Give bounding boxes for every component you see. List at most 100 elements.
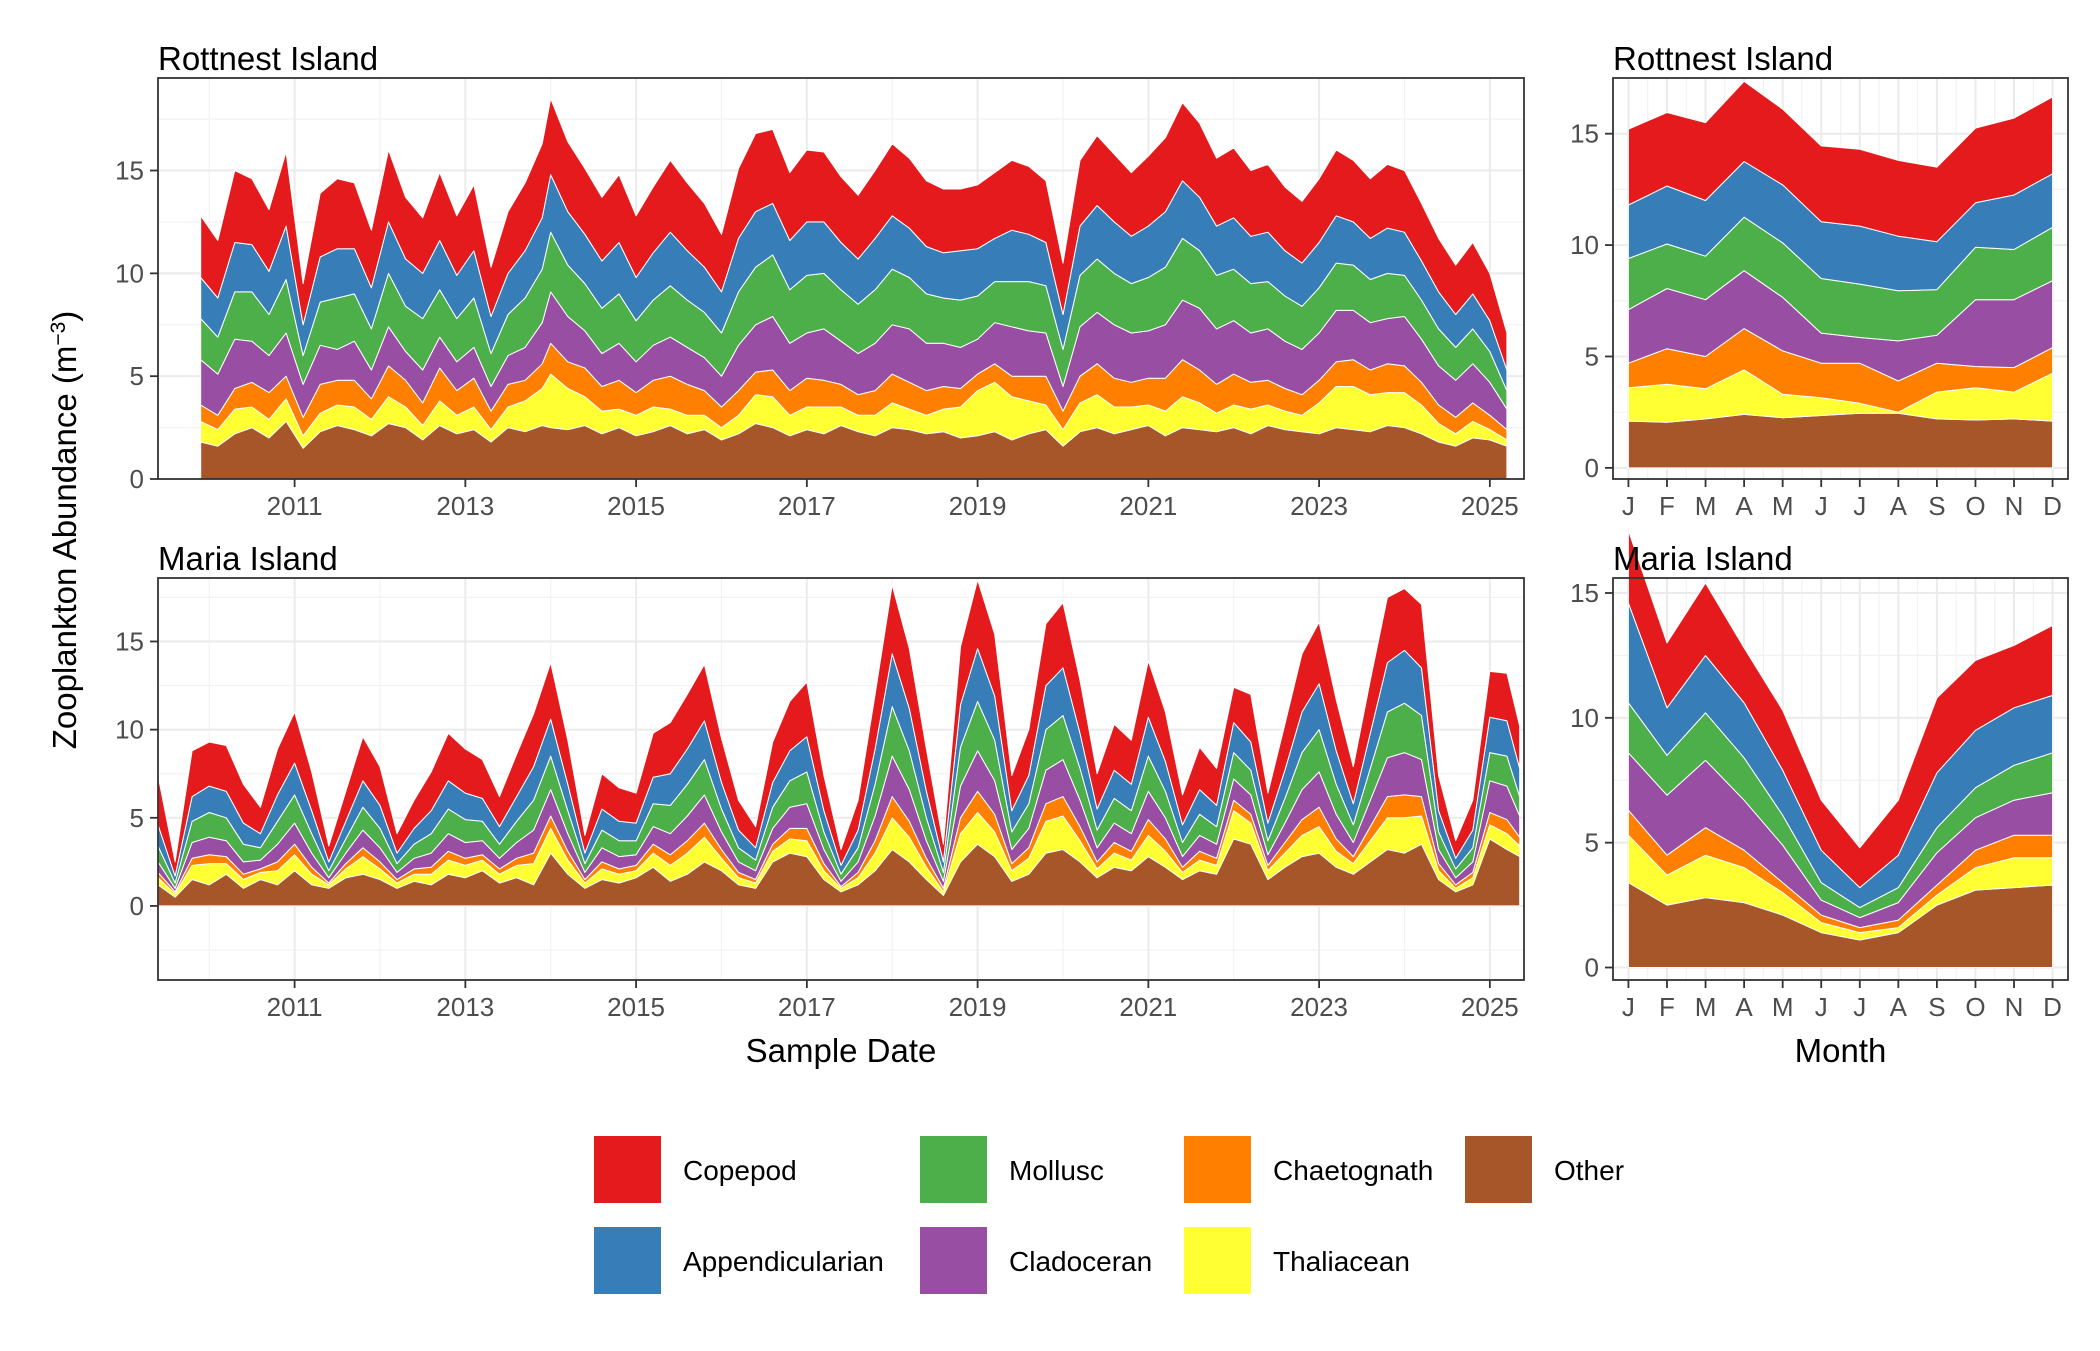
x-tick-label: 2021 <box>1119 491 1177 521</box>
x-tick-label: N <box>2005 491 2024 521</box>
y-tick-label: 5 <box>1585 828 1599 858</box>
area-copepod <box>1627 80 2054 243</box>
x-tick-label: O <box>1965 992 1985 1022</box>
legend-label: Appendicularian <box>683 1246 884 1277</box>
area-copepod <box>1627 530 2054 889</box>
x-tick-label: M <box>1772 491 1794 521</box>
x-tick-label: J <box>1622 491 1635 521</box>
y-axis-title-sup: −3 <box>47 322 70 346</box>
x-tick-label: J <box>1815 992 1828 1022</box>
panel-rottnest-timeseries: 0 5 10 15 2011 2013 2015 2017 2019 2021 2023 2025 Ro… <box>115 40 1525 521</box>
x-tick-label: 2011 <box>267 992 323 1022</box>
x-tick-label: 2013 <box>436 992 494 1022</box>
legend-label: Cladoceran <box>1009 1246 1152 1277</box>
legend-item-chaetognath: Chaetognath <box>1184 1136 1433 1203</box>
y-tick-label: 5 <box>1585 341 1599 371</box>
legend-swatch <box>594 1136 661 1203</box>
x-tick-label: 2013 <box>436 491 494 521</box>
x-tick-label: J <box>1853 992 1866 1022</box>
x-tick-label: 2023 <box>1290 491 1348 521</box>
panel-title: Rottnest Island <box>1613 40 1833 77</box>
y-tick-label: 15 <box>115 626 144 656</box>
x-tick-label: D <box>2043 992 2062 1022</box>
legend-item-mollusc: Mollusc <box>920 1136 1104 1203</box>
y-tick-label: 0 <box>1585 453 1599 483</box>
x-tick-label: 2019 <box>949 491 1007 521</box>
x-tick-label: M <box>1772 992 1794 1022</box>
legend-label: Chaetognath <box>1273 1155 1433 1186</box>
y-axis-title-close: ) <box>46 311 83 322</box>
y-tick-label: 0 <box>130 891 144 921</box>
legend-swatch <box>920 1227 987 1294</box>
legend-label: Copepod <box>683 1155 797 1186</box>
y-tick-label: 5 <box>130 803 144 833</box>
panel-title: Rottnest Island <box>158 40 378 77</box>
y-tick-label: 0 <box>1585 953 1599 983</box>
legend-swatch <box>920 1136 987 1203</box>
x-tick-label: 2019 <box>949 992 1007 1022</box>
panel-title: Maria Island <box>158 540 338 577</box>
legend-item-copepod: Copepod <box>594 1136 797 1203</box>
legend-swatch <box>1184 1227 1251 1294</box>
legend-label: Other <box>1554 1155 1624 1186</box>
area-other <box>1627 412 2054 469</box>
y-tick-label: 10 <box>115 258 144 288</box>
x-axis-title: Month <box>1795 1032 1887 1069</box>
x-tick-label: M <box>1695 491 1717 521</box>
x-tick-label: A <box>1890 491 1908 521</box>
y-tick-label: 10 <box>1570 703 1599 733</box>
x-tick-label: A <box>1735 992 1753 1022</box>
y-axis-title: Zooplankton Abundance (m−3) <box>46 311 83 750</box>
x-tick-label: 2025 <box>1461 491 1519 521</box>
x-tick-label: N <box>2005 992 2024 1022</box>
legend-item-other: Other <box>1465 1136 1624 1203</box>
x-tick-label: M <box>1695 992 1717 1022</box>
panel-border <box>1612 77 2069 480</box>
x-tick-label: 2023 <box>1290 992 1348 1022</box>
y-tick-label: 15 <box>1570 578 1599 608</box>
y-tick-label: 15 <box>1570 119 1599 149</box>
legend: Copepod Appendicularian Mollusc Cladoceran C… <box>594 1136 1624 1294</box>
area-copepod <box>200 98 1508 371</box>
panel-border <box>1612 577 2069 981</box>
stacked-areas <box>157 579 1521 907</box>
legend-item-cladoceran: Cladoceran <box>920 1227 1152 1294</box>
y-axis-title-main: Zooplankton Abundance (m <box>46 346 83 750</box>
x-tick-label: S <box>1928 992 1945 1022</box>
legend-item-thaliacean: Thaliacean <box>1184 1227 1410 1294</box>
x-tick-label: 2017 <box>778 992 836 1022</box>
y-tick-label: 15 <box>115 156 144 186</box>
panel-border <box>157 77 1525 480</box>
legend-swatch <box>1465 1136 1532 1203</box>
x-tick-label: 2021 <box>1119 992 1177 1022</box>
legend-swatch <box>1184 1136 1251 1203</box>
x-tick-label: A <box>1735 491 1753 521</box>
x-tick-label: 2025 <box>1461 992 1519 1022</box>
y-tick-label: 5 <box>130 361 144 391</box>
x-tick-label: J <box>1815 491 1828 521</box>
x-axis-title: Sample Date <box>746 1032 937 1069</box>
x-tick-label: J <box>1853 491 1866 521</box>
x-tick-label: D <box>2043 491 2062 521</box>
x-tick-label: F <box>1659 491 1675 521</box>
x-tick-label: 2011 <box>267 491 323 521</box>
y-tick-label: 0 <box>130 464 144 494</box>
y-tick-label: 10 <box>1570 230 1599 260</box>
x-tick-label: J <box>1622 992 1635 1022</box>
legend-item-appendicularian: Appendicularian <box>594 1227 884 1294</box>
stacked-areas <box>1627 530 2054 968</box>
x-tick-label: 2015 <box>607 491 665 521</box>
area-copepod <box>157 579 1521 877</box>
x-tick-label: O <box>1965 491 1985 521</box>
x-tick-label: S <box>1928 491 1945 521</box>
x-tick-label: F <box>1659 992 1675 1022</box>
y-tick-label: 10 <box>115 715 144 745</box>
stacked-areas <box>1627 80 2054 469</box>
x-tick-label: A <box>1890 992 1908 1022</box>
x-tick-label: 2017 <box>778 491 836 521</box>
panel-title: Maria Island <box>1613 540 1793 577</box>
legend-label: Thaliacean <box>1273 1246 1410 1277</box>
